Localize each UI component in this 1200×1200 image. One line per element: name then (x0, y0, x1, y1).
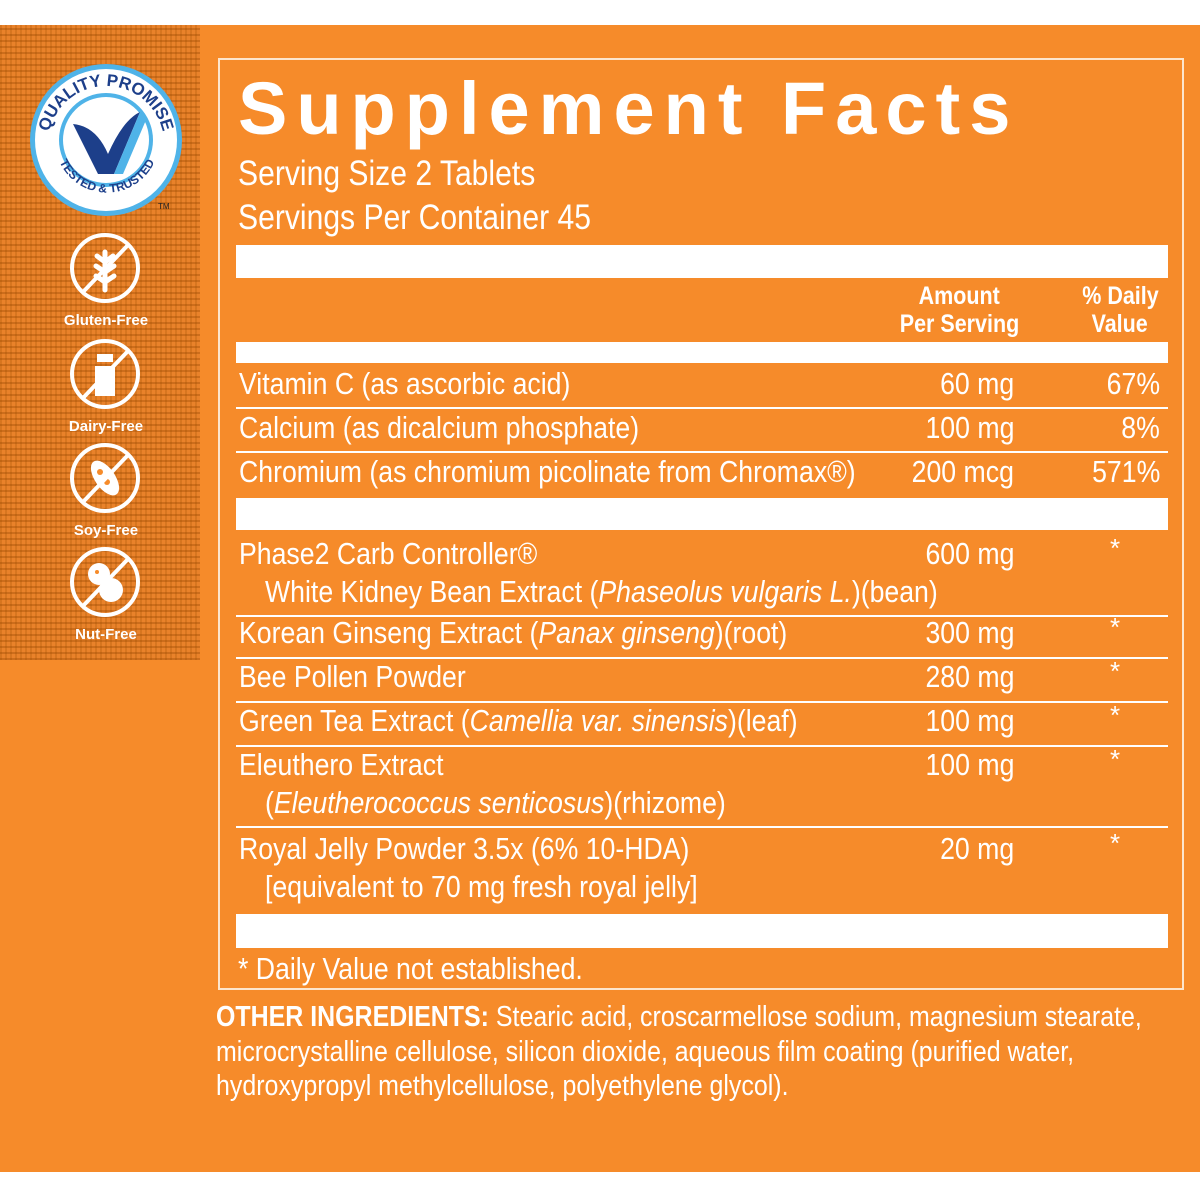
badge-label: Nut-Free (75, 626, 137, 643)
amount-per-serving: 60 mg (939, 366, 1014, 401)
daily-value: * (1110, 828, 1121, 858)
row-divider (236, 615, 1168, 617)
daily-value: * (1110, 533, 1121, 563)
ingredient-name: Calcium (as dicalcium phosphate) (239, 410, 640, 445)
amount-per-serving: 300 mg (925, 615, 1014, 650)
amount-per-serving: 100 mg (925, 703, 1014, 738)
amount-per-serving: 100 mg (925, 747, 1014, 782)
badge-label: Gluten-Free (63, 312, 149, 329)
soybean-icon (70, 443, 140, 513)
amount-header: Amount Per Serving (899, 282, 1020, 338)
row-divider (236, 407, 1168, 409)
amount-per-serving: 600 mg (925, 536, 1014, 571)
row-divider (236, 701, 1168, 703)
ingredient-name: Chromium (as chromium picolinate from Ch… (239, 454, 856, 489)
footnote: * Daily Value not established. (238, 951, 583, 986)
peanut-icon (70, 547, 140, 617)
ingredient-detail: (Eleutherococcus senticosus)(rhizome) (265, 785, 726, 820)
ingredient-detail: [equivalent to 70 mg fresh royal jelly] (265, 869, 698, 904)
badge-label: Soy-Free (73, 522, 139, 539)
ingredient-name: Vitamin C (as ascorbic acid) (239, 366, 571, 401)
badge-label: Dairy-Free (68, 418, 144, 435)
other-ingredients: OTHER INGREDIENTS: Stearic acid, croscar… (216, 1000, 1200, 1104)
daily-value: * (1110, 656, 1121, 686)
supplement-facts-box (218, 58, 1184, 990)
ingredient-detail: White Kidney Bean Extract (Phaseolus vul… (265, 574, 938, 609)
ingredient-name: Royal Jelly Powder 3.5x (6% 10-HDA) (239, 831, 690, 866)
divider-thick (236, 245, 1168, 278)
serving-size: Serving Size 2 Tablets (238, 154, 536, 193)
trademark: TM (158, 202, 170, 211)
label-background (0, 25, 1200, 1172)
amount-per-serving: 20 mg (939, 831, 1014, 866)
row-divider (236, 657, 1168, 659)
other-ingredients-text: Stearic acid, croscarmellose sodium, mag… (216, 1001, 1142, 1102)
ingredient-name: Korean Ginseng Extract (Panax ginseng)(r… (239, 615, 788, 650)
ingredient-name: Phase2 Carb Controller® (239, 536, 538, 571)
amount-per-serving: 200 mcg (911, 454, 1014, 489)
row-divider (236, 826, 1168, 828)
other-ingredients-label: OTHER INGREDIENTS: (216, 1001, 489, 1033)
servings-per-container: Servings Per Container 45 (238, 198, 592, 237)
daily-value-header: % Daily Value (1081, 282, 1159, 338)
quality-promise-seal: QUALITY PROMISE TESTED & TRUSTED (30, 64, 182, 216)
daily-value: * (1110, 612, 1121, 642)
divider-thick (236, 342, 1168, 363)
daily-value: 8% (1121, 410, 1160, 445)
ingredient-name: Green Tea Extract (Camellia var. sinensi… (239, 703, 798, 738)
page-title: Supplement Facts (238, 67, 1020, 150)
row-divider (236, 745, 1168, 747)
amount-per-serving: 280 mg (925, 659, 1014, 694)
daily-value: 67% (1106, 366, 1160, 401)
amount-per-serving: 100 mg (925, 410, 1014, 445)
divider-thick (236, 914, 1168, 948)
daily-value: * (1110, 700, 1121, 730)
divider-thick (236, 498, 1168, 530)
ingredient-name: Eleuthero Extract (239, 747, 444, 782)
wheat-icon (70, 233, 140, 303)
daily-value: * (1110, 744, 1121, 774)
daily-value: 571% (1091, 454, 1160, 489)
ingredient-name: Bee Pollen Powder (239, 659, 466, 694)
milk-bottle-icon (70, 339, 140, 409)
row-divider (236, 451, 1168, 453)
